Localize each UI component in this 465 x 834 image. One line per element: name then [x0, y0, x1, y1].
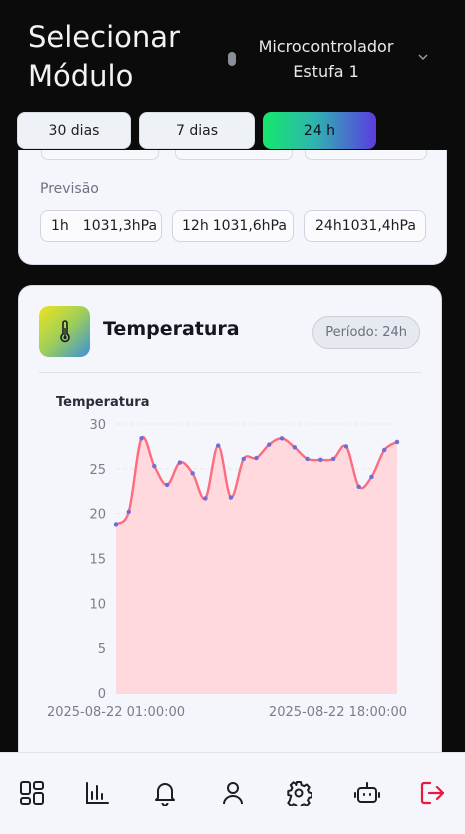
data-point — [152, 463, 157, 469]
data-point — [356, 484, 361, 489]
data-point — [228, 495, 234, 500]
data-point — [279, 436, 285, 441]
forecast-chip-24h: 24h 1031,4hPa — [304, 210, 426, 242]
data-point — [369, 474, 374, 480]
header: Selecionar Módulo Microcontrolador Estuf… — [0, 0, 465, 110]
y-tick-label: 5 — [98, 642, 106, 657]
x-tick-label: 2025-08-22 18:00:00 — [269, 705, 407, 720]
data-point — [177, 460, 183, 465]
microcontroller-label-line2: Estufa 1 — [293, 62, 359, 81]
microcontroller-select[interactable]: Microcontrolador Estufa 1 — [246, 34, 406, 84]
data-point — [254, 455, 259, 461]
y-tick-label: 15 — [89, 553, 106, 568]
data-point — [126, 509, 131, 515]
page-title: Selecionar Módulo — [28, 18, 218, 96]
page-title-line1: Selecionar — [28, 20, 180, 54]
pressure-card: Previsão 1h 1031,3hPa 12h 1031,6hPa 24h … — [18, 150, 447, 265]
period-badge: Período: 24h — [312, 316, 420, 349]
time-filters: 30 dias 7 dias 24 h — [0, 112, 465, 149]
data-point — [305, 456, 310, 462]
dashboard-icon[interactable] — [16, 777, 48, 809]
data-point — [215, 443, 221, 448]
bell-icon[interactable] — [149, 777, 181, 809]
chart-area — [116, 437, 397, 693]
data-point — [267, 442, 272, 447]
bottom-nav — [0, 752, 465, 834]
filter-24h-button[interactable]: 24 h — [263, 112, 376, 149]
filter-30-days-button[interactable]: 30 dias — [17, 112, 131, 149]
chart-title: Temperatura — [56, 395, 149, 410]
scrolled-chip — [41, 150, 159, 160]
data-point — [292, 445, 298, 450]
gear-icon[interactable] — [283, 777, 315, 809]
forecast-value: 1031,4hPa — [341, 218, 416, 234]
y-tick-label: 30 — [89, 418, 106, 433]
data-point — [190, 471, 195, 476]
forecast-value: 1031,6hPa — [212, 218, 287, 234]
scrolled-chip — [175, 150, 293, 160]
y-axis-ticks: 0 5 10 15 20 25 30 — [89, 418, 106, 702]
forecast-period: 24h — [315, 218, 342, 234]
robot-icon[interactable] — [351, 777, 383, 809]
thermometer-icon — [39, 306, 90, 357]
forecast-chip-1h: 1h 1031,3hPa — [40, 210, 162, 242]
forecast-period: 12h — [182, 218, 209, 234]
card-title: Temperatura — [103, 318, 240, 340]
data-point — [139, 436, 144, 441]
forecast-chip-12h: 12h 1031,6hPa — [172, 210, 294, 242]
x-axis-ticks: 2025-08-22 01:00:00 2025-08-22 18:00:00 — [47, 705, 407, 720]
chart-points — [113, 436, 400, 527]
scrolled-chip — [305, 150, 427, 160]
forecast-period: 1h — [51, 218, 69, 234]
y-tick-label: 20 — [89, 508, 106, 523]
data-point — [164, 482, 170, 488]
status-dot — [228, 52, 236, 66]
logout-icon[interactable] — [417, 777, 449, 809]
data-point — [330, 456, 336, 462]
filter-7-days-button[interactable]: 7 dias — [139, 112, 255, 149]
chart-icon[interactable] — [81, 777, 113, 809]
forecast-value: 1031,3hPa — [82, 218, 158, 234]
y-tick-label: 10 — [89, 597, 106, 612]
x-tick-label: 2025-08-22 01:00:00 — [47, 705, 185, 720]
y-tick-label: 0 — [98, 687, 106, 702]
forecast-label: Previsão — [40, 181, 99, 197]
microcontroller-label-line1: Microcontrolador — [258, 37, 394, 56]
divider — [39, 372, 421, 373]
y-tick-label: 25 — [89, 463, 106, 478]
data-point — [343, 444, 349, 449]
data-point — [241, 456, 246, 462]
data-point — [113, 522, 119, 527]
data-point — [203, 496, 208, 501]
temperature-card: Temperatura Período: 24h Temperatura 0 5 1… — [18, 285, 442, 785]
temperature-chart: Temperatura 0 5 10 15 20 25 30 2025-08-22 01:0… — [47, 395, 407, 720]
data-point — [394, 439, 400, 445]
user-icon[interactable] — [217, 777, 249, 809]
data-point — [382, 447, 387, 453]
data-point — [318, 457, 323, 463]
page-title-line2: Módulo — [28, 59, 134, 93]
chevron-down-icon[interactable] — [416, 52, 430, 62]
